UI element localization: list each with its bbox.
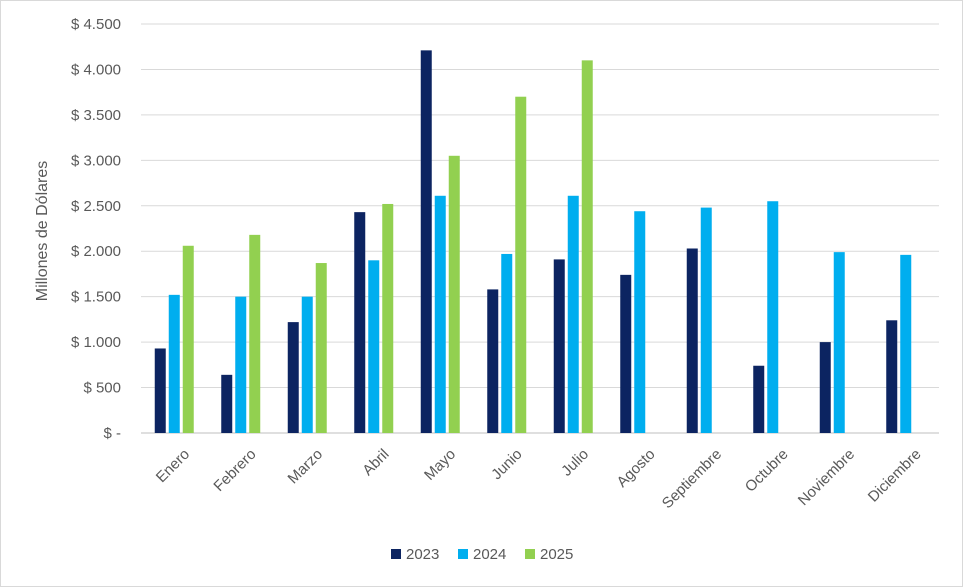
bars [154, 50, 912, 434]
y-tick-label: $ 1.000 [71, 334, 121, 351]
y-tick-label: $ 3.000 [71, 152, 121, 169]
bar-2023-septiembre [686, 248, 698, 433]
bar-2024-noviembre [833, 252, 845, 433]
bar-2025-enero [182, 245, 194, 433]
legend-swatch-2023 [391, 549, 401, 559]
x-tick-label: Diciembre [865, 446, 925, 506]
bar-2024-marzo [301, 296, 313, 433]
x-tick-label: Enero [153, 446, 193, 486]
bar-2025-junio [515, 96, 527, 433]
x-tick-label: Noviembre [795, 446, 858, 509]
bar-2023-julio [553, 259, 565, 433]
bar-2023-noviembre [819, 342, 831, 433]
x-tick-label: Febrero [210, 446, 259, 495]
bar-2024-junio [501, 253, 513, 433]
bar-2024-octubre [767, 201, 779, 433]
y-tick-label: $ - [103, 425, 121, 442]
bar-2024-septiembre [700, 207, 712, 433]
bar-2024-mayo [434, 195, 446, 433]
bar-2024-abril [368, 260, 380, 433]
bar-2023-diciembre [886, 320, 898, 433]
bar-2024-agosto [634, 211, 646, 433]
bar-2024-diciembre [900, 254, 912, 433]
bar-2024-julio [567, 195, 579, 433]
x-tick-label: Mayo [421, 446, 459, 484]
legend-label-2023: 2023 [406, 546, 439, 563]
bar-2024-febrero [235, 296, 247, 433]
x-tick-label: Agosto [614, 446, 659, 491]
legend: 2023 2024 2025 [391, 546, 573, 563]
gridlines [141, 23, 939, 434]
x-axis-ticks: Enero Febrero Marzo Abril Mayo Junio Julio Agos… [153, 446, 925, 512]
x-tick-label: Junio [488, 446, 525, 483]
y-tick-label: $ 500 [83, 380, 121, 397]
y-tick-label: $ 4.000 [71, 61, 121, 78]
bar-2025-febrero [249, 234, 261, 433]
bar-2025-julio [581, 60, 593, 433]
y-tick-label: $ 1.500 [71, 289, 121, 306]
bar-2023-octubre [753, 365, 765, 433]
bar-2025-abril [382, 203, 394, 433]
bar-2023-marzo [287, 322, 299, 433]
bar-2025-marzo [315, 263, 327, 433]
bar-2023-agosto [620, 274, 632, 433]
y-tick-label: $ 2.000 [71, 243, 121, 260]
x-tick-label: Septiembre [659, 446, 725, 512]
y-axis-ticks: $ - $ 500 $ 1.000 $ 1.500 $ 2.000 $ 2.500 $ 3.… [71, 16, 121, 442]
bar-2023-enero [154, 348, 166, 433]
legend-label-2025: 2025 [540, 546, 573, 563]
legend-swatch-2025 [525, 549, 535, 559]
bar-2024-enero [168, 294, 180, 433]
y-axis-title: Millones de Dólares [34, 161, 51, 302]
legend-label-2024: 2024 [473, 546, 506, 563]
bar-2025-mayo [448, 155, 460, 434]
bar-2023-mayo [420, 50, 432, 433]
bar-2023-febrero [221, 374, 233, 433]
x-tick-label: Marzo [285, 446, 326, 487]
x-tick-label: Octubre [742, 446, 792, 496]
x-tick-label: Julio [558, 446, 592, 480]
y-tick-label: $ 3.500 [71, 107, 121, 124]
y-tick-label: $ 2.500 [71, 198, 121, 215]
x-tick-label: Abril [359, 446, 392, 479]
bar-2023-junio [487, 289, 499, 433]
bar-2023-abril [354, 212, 366, 433]
y-tick-label: $ 4.500 [71, 16, 121, 33]
legend-swatch-2024 [458, 549, 468, 559]
